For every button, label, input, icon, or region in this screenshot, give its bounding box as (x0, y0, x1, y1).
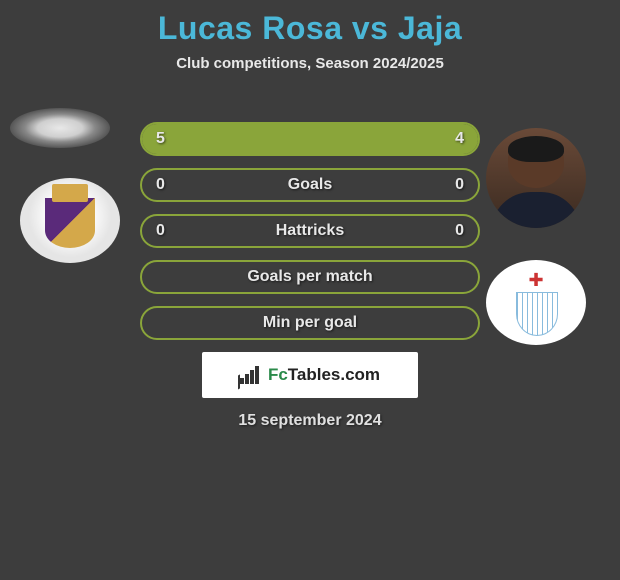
brand-suffix: Tables.com (288, 365, 380, 384)
stat-left-value: 0 (156, 222, 165, 240)
stat-left-value: 5 (156, 130, 165, 148)
stat-row: Goals per match (140, 260, 480, 294)
player-left-avatar (10, 108, 110, 148)
stat-label: Min per goal (263, 314, 357, 332)
brand-prefix: Fc (268, 365, 288, 384)
player-right-avatar (486, 128, 586, 228)
club-right-logo (486, 260, 586, 345)
stat-left-value: 0 (156, 176, 165, 194)
brand-badge: FcTables.com (202, 352, 418, 398)
footer-date: 15 september 2024 (0, 412, 620, 430)
stat-row: 0 Hattricks 0 (140, 214, 480, 248)
stat-right-value: 0 (455, 222, 464, 240)
stat-fill-left (142, 124, 327, 154)
stat-label: Goals (288, 176, 332, 194)
stat-label: Hattricks (276, 222, 344, 240)
page-subtitle: Club competitions, Season 2024/2025 (0, 55, 620, 72)
comparison-card: Lucas Rosa vs Jaja Club competitions, Se… (0, 0, 620, 580)
brand-text: FcTables.com (268, 365, 380, 385)
stat-label: Goals per match (247, 268, 372, 286)
stat-row: 5Matches4 (140, 122, 480, 156)
stat-row: 0 Goals 0 (140, 168, 480, 202)
stat-right-value: 4 (455, 130, 464, 148)
stat-row: Min per goal (140, 306, 480, 340)
brand-chart-icon (240, 366, 262, 384)
page-title: Lucas Rosa vs Jaja (0, 0, 620, 47)
club-left-logo (20, 178, 120, 263)
stat-right-value: 0 (455, 176, 464, 194)
